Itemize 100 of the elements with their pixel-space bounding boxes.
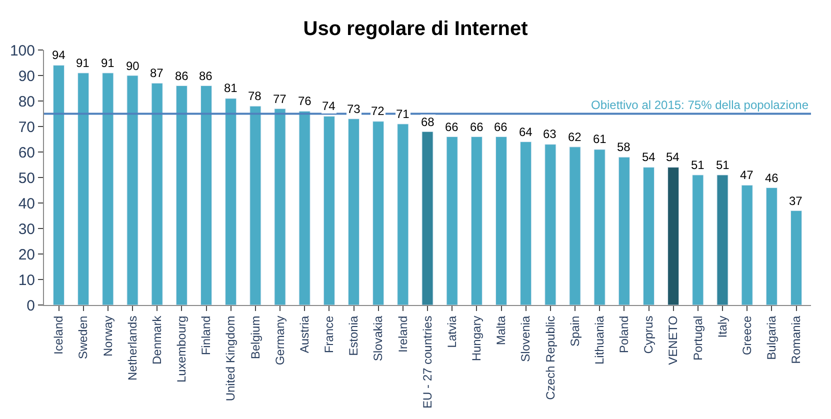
- data-label: 58: [617, 140, 631, 154]
- x-tick-label: France: [322, 315, 336, 354]
- data-label: 94: [52, 48, 66, 62]
- y-tick-label: 80: [18, 93, 35, 110]
- bar: [52, 65, 65, 305]
- x-tick-label: Malta: [494, 315, 508, 346]
- x-tick-label: Ireland: [396, 316, 410, 353]
- bar: [298, 110, 310, 305]
- x-tick-label: Poland: [617, 316, 632, 354]
- x-tick-label: Slovakia: [371, 315, 386, 362]
- x-tick-label: Finland: [199, 316, 214, 356]
- data-label: 51: [691, 158, 705, 172]
- y-tick-label: 70: [18, 118, 35, 136]
- data-label: 37: [789, 194, 803, 208]
- data-label: 51: [716, 158, 730, 172]
- x-tick-label: United Kingdom: [224, 316, 238, 402]
- bar: [716, 174, 728, 305]
- bar: [642, 167, 655, 305]
- bar: [569, 146, 581, 305]
- y-tick-label: 60: [18, 144, 35, 162]
- x-tick-label: Iceland: [52, 316, 66, 355]
- y-tick-label: 100: [10, 42, 35, 60]
- x-tick-label: Germany: [272, 316, 287, 366]
- x-tick-label: Lithuania: [592, 315, 606, 365]
- ref-line-label: Obiettivo al 2015: 75% della popolazione: [591, 98, 809, 112]
- bar: [126, 75, 138, 305]
- bar: [544, 144, 556, 305]
- x-tick-label: Belgium: [248, 316, 262, 360]
- data-label: 62: [568, 130, 582, 144]
- data-label: 91: [76, 56, 90, 70]
- y-tick-label: 50: [18, 170, 35, 187]
- x-tick-label: Portugal: [690, 316, 705, 361]
- bar: [618, 156, 630, 305]
- data-label: 78: [248, 89, 262, 103]
- bar: [176, 85, 188, 305]
- data-label: 63: [543, 127, 557, 141]
- data-label: 91: [101, 56, 115, 70]
- x-tick-label: Cyprus: [642, 316, 656, 354]
- x-tick-label: Bulgaria: [764, 315, 779, 360]
- data-label: 68: [421, 115, 435, 129]
- x-tick-label: Sweden: [76, 316, 90, 360]
- bar: [422, 131, 434, 305]
- data-label: 64: [519, 125, 533, 139]
- y-tick-label: 20: [18, 246, 35, 264]
- data-label: 90: [126, 59, 140, 73]
- x-tick-label: Slovenia: [518, 315, 533, 362]
- bar: [225, 98, 237, 305]
- x-tick-label: Netherlands: [125, 316, 140, 381]
- data-label: 77: [273, 92, 287, 106]
- data-label: 66: [470, 120, 484, 134]
- data-label: 73: [347, 102, 361, 116]
- bar: [668, 167, 680, 305]
- data-label: 74: [322, 99, 336, 113]
- data-label: 46: [765, 171, 779, 185]
- bar: [372, 121, 384, 305]
- bar: [323, 116, 335, 305]
- x-tick-label: Italy: [715, 316, 730, 338]
- x-tick-label: Estonia: [346, 315, 361, 356]
- y-tick-label: 90: [18, 68, 35, 85]
- y-tick-label: 40: [18, 195, 35, 212]
- data-label: 54: [642, 150, 656, 164]
- chart-title: Uso regolare di Internet: [303, 18, 528, 40]
- bar: [692, 174, 704, 305]
- bar: [446, 136, 458, 305]
- bar: [495, 136, 508, 305]
- data-label: 54: [666, 150, 680, 164]
- x-tick-label: Denmark: [150, 314, 164, 364]
- bar: [78, 72, 90, 305]
- bar: [274, 108, 286, 305]
- x-tick-label: Austria: [297, 315, 312, 354]
- x-tick-label: Greece: [740, 315, 754, 356]
- data-label: 86: [199, 69, 213, 83]
- x-tick-label: EU - 27 countries: [420, 316, 434, 409]
- bar: [200, 85, 212, 305]
- y-tick-label: 0: [26, 297, 35, 314]
- bar: [790, 210, 802, 305]
- bar: [470, 136, 482, 305]
- data-label: 66: [494, 120, 508, 134]
- bar: [151, 82, 163, 305]
- data-label: 86: [175, 69, 189, 83]
- data-label: 61: [593, 132, 607, 146]
- data-label: 87: [150, 66, 164, 80]
- x-tick-label: Romania: [789, 315, 804, 364]
- data-label: 47: [740, 168, 754, 182]
- x-tick-label: Luxembourg: [174, 316, 189, 383]
- bar: [594, 149, 606, 305]
- x-tick-label: Hungary: [470, 316, 484, 362]
- bar: [250, 106, 262, 305]
- bar: [741, 184, 753, 305]
- data-label: 72: [371, 104, 385, 118]
- data-label: 71: [396, 107, 410, 121]
- bar: [520, 142, 532, 305]
- data-label: 81: [224, 81, 238, 95]
- bar: [348, 118, 360, 305]
- x-tick-label: VENETO: [666, 316, 680, 365]
- bar: [102, 72, 114, 305]
- data-label: 66: [445, 120, 459, 134]
- y-tick-label: 10: [18, 272, 35, 289]
- x-tick-label: Latvia: [444, 315, 459, 348]
- y-tick-label: 30: [18, 220, 35, 238]
